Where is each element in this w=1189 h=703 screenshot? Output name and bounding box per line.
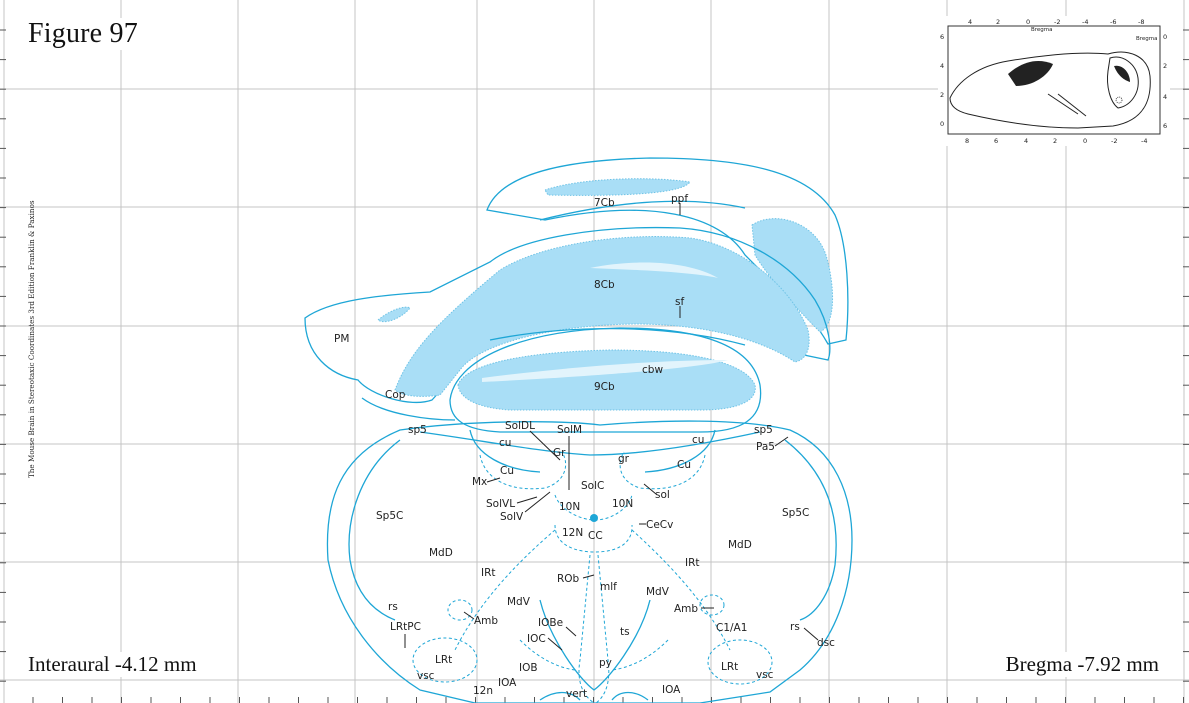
label-ioa-right: IOA xyxy=(662,684,681,696)
structure-labels: 7Cb ppf 8Cb sf PM cbw 9Cb Cop sp5 sp5 Pa… xyxy=(334,193,835,700)
label-lrt-left: LRt xyxy=(435,654,452,666)
inset-bregma-right: Bregma xyxy=(1136,36,1158,42)
label-pm: PM xyxy=(334,333,349,345)
medulla xyxy=(326,420,853,703)
inset-right-tick: 4 xyxy=(1163,93,1167,101)
label-rs-left: rs xyxy=(388,601,398,613)
label-gr: Gr xyxy=(553,447,566,459)
label-c1a1: C1/A1 xyxy=(716,622,747,634)
label-sp5c-right: Sp5C xyxy=(782,507,809,519)
label-cop: Cop xyxy=(385,389,406,401)
label-soldl: SolDL xyxy=(505,420,535,432)
inset-top-tick: 2 xyxy=(996,18,1000,26)
label-cc: CC xyxy=(588,530,603,542)
label-sp5-right: sp5 xyxy=(754,424,773,436)
inset-right-tick: 2 xyxy=(1163,62,1167,70)
label-mdv-right: MdV xyxy=(646,586,670,598)
label-gr-small: gr xyxy=(618,453,630,465)
label-mdd-left: MdD xyxy=(429,547,453,559)
cerebellum xyxy=(304,157,849,433)
label-mlf: mlf xyxy=(600,581,617,593)
inset-top-tick: 0 xyxy=(1026,18,1030,26)
label-9cb: 9Cb xyxy=(594,381,615,393)
label-rob: ROb xyxy=(557,573,580,585)
label-ioc: IOC xyxy=(527,633,546,645)
label-cbw: cbw xyxy=(642,364,663,376)
inset-bottom-tick: 8 xyxy=(965,137,969,145)
label-cu-nucleus-right: Cu xyxy=(677,459,691,471)
inset-bottom-tick: -2 xyxy=(1111,137,1117,145)
label-sf: sf xyxy=(675,296,684,308)
inset-bottom-tick: 6 xyxy=(994,137,998,145)
label-cu-nucleus-left: Cu xyxy=(500,465,514,477)
label-mdv-left: MdV xyxy=(507,596,531,608)
label-lrtpc: LRtPC xyxy=(390,621,421,633)
label-cu-right: cu xyxy=(692,434,704,446)
inset-top-tick: -6 xyxy=(1110,18,1116,26)
label-dsc: dsc xyxy=(817,637,835,649)
label-mdd-right: MdD xyxy=(728,539,752,551)
inset-right-tick: 0 xyxy=(1163,33,1167,41)
label-solvl: SolVL xyxy=(486,498,515,510)
label-10n-left: 10N xyxy=(559,501,580,513)
leader-lines xyxy=(404,203,819,651)
inset-top-tick: -8 xyxy=(1138,18,1144,26)
inset-left-tick: 6 xyxy=(940,33,944,41)
label-10n-right: 10N xyxy=(612,498,633,510)
label-cecv: CeCv xyxy=(646,519,673,531)
label-12n: 12N xyxy=(562,527,583,539)
label-sp5-left: sp5 xyxy=(408,424,427,436)
sagittal-inset-map: Bregma Bregma 4 2 0 -2 -4 -6 -8 8 6 4 2 … xyxy=(938,16,1170,146)
label-cu-left: cu xyxy=(499,437,511,449)
label-py: py xyxy=(599,657,612,669)
label-solc: SolC xyxy=(581,480,604,492)
label-12n-nerve: 12n xyxy=(473,685,493,697)
label-mx: Mx xyxy=(472,476,487,488)
label-ioa-left: IOA xyxy=(498,677,517,689)
figure-title: Figure 97 xyxy=(28,18,138,50)
label-iob: IOB xyxy=(519,662,538,674)
label-8cb: 8Cb xyxy=(594,279,615,291)
inset-left-tick: 0 xyxy=(940,120,944,128)
inset-left-tick: 4 xyxy=(940,62,944,70)
label-pa5: Pa5 xyxy=(756,441,775,453)
label-lrt-right: LRt xyxy=(721,661,738,673)
label-solm: SolM xyxy=(557,424,582,436)
inset-top-tick: -4 xyxy=(1082,18,1088,26)
label-7cb: 7Cb xyxy=(594,197,615,209)
label-amb-right: Amb xyxy=(674,603,698,615)
inset-top-tick: -2 xyxy=(1054,18,1060,26)
interaural-coordinate: Interaural -4.12 mm xyxy=(28,652,197,677)
inset-bottom-tick: 4 xyxy=(1024,137,1028,145)
inset-right-tick: 6 xyxy=(1163,122,1167,130)
label-iobe: IOBe xyxy=(538,617,563,629)
bregma-coordinate: Bregma -7.92 mm xyxy=(1005,652,1159,677)
inset-top-tick: 4 xyxy=(968,18,972,26)
label-vsc-left: vsc xyxy=(417,670,435,682)
label-vert: vert xyxy=(566,688,587,700)
label-irt-left: IRt xyxy=(481,567,496,579)
label-amb-left: Amb xyxy=(474,615,498,627)
label-solv: SolV xyxy=(500,511,524,523)
label-sp5c-left: Sp5C xyxy=(376,510,403,522)
inset-bottom-tick: -4 xyxy=(1141,137,1147,145)
label-sol: sol xyxy=(655,489,670,501)
edge-ruler-ticks xyxy=(0,29,1189,703)
label-ts: ts xyxy=(620,626,630,638)
book-credit: The Mouse Brain in Stereotaxic Coordinat… xyxy=(27,200,36,478)
label-ppf: ppf xyxy=(671,193,688,205)
label-rs-right: rs xyxy=(790,621,800,633)
label-irt-right: IRt xyxy=(685,557,700,569)
label-vsc-right: vsc xyxy=(756,669,774,681)
inset-left-tick: 2 xyxy=(940,91,944,99)
inset-bottom-tick: 2 xyxy=(1053,137,1057,145)
inset-bregma-top: Bregma xyxy=(1031,27,1053,33)
inset-bottom-tick: 0 xyxy=(1083,137,1087,145)
